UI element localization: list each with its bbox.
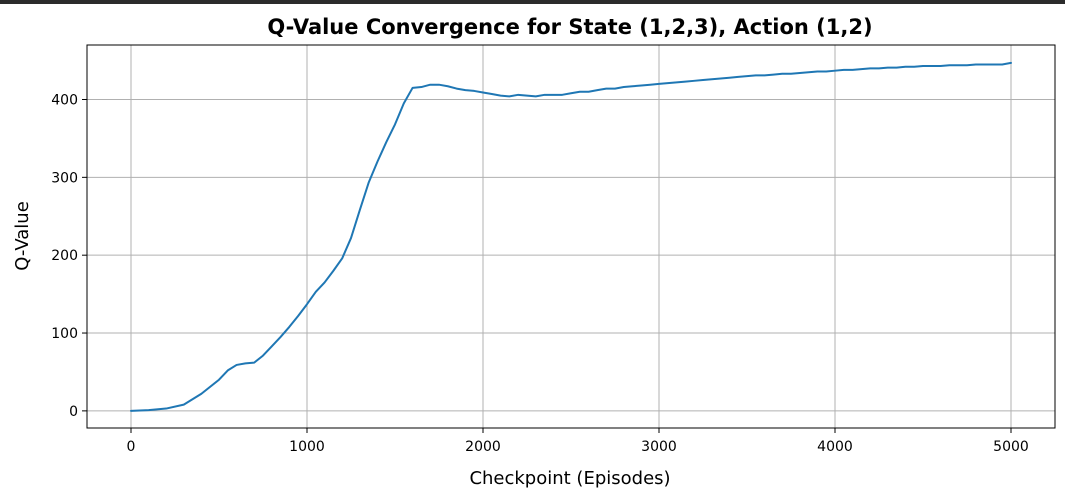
x-tick-label: 3000	[641, 439, 677, 455]
x-tick-label: 4000	[817, 439, 853, 455]
y-tick-label: 0	[69, 404, 78, 420]
x-tick-label: 1000	[289, 439, 325, 455]
y-axis-label: Q-Value	[12, 201, 33, 271]
y-tick-label: 200	[51, 248, 78, 264]
chart-title: Q-Value Convergence for State (1,2,3), A…	[267, 15, 872, 39]
series-layer	[130, 61, 1012, 412]
series-line-q-value	[130, 61, 1012, 412]
x-tick-label: 5000	[993, 439, 1029, 455]
plot-frame	[86, 44, 1056, 429]
x-tick-label: 0	[127, 439, 136, 455]
x-axis-label: Checkpoint (Episodes)	[469, 468, 670, 489]
x-axis: 0 1000 2000 3000 4000 5000	[127, 428, 1029, 455]
window-top-border	[0, 0, 1065, 4]
y-tick-label: 100	[51, 326, 78, 342]
y-tick-label: 300	[51, 170, 78, 186]
y-axis: 0 100 200 300 400	[51, 92, 87, 420]
y-tick-label: 400	[51, 92, 78, 108]
grid	[87, 45, 1055, 428]
x-tick-label: 2000	[465, 439, 501, 455]
